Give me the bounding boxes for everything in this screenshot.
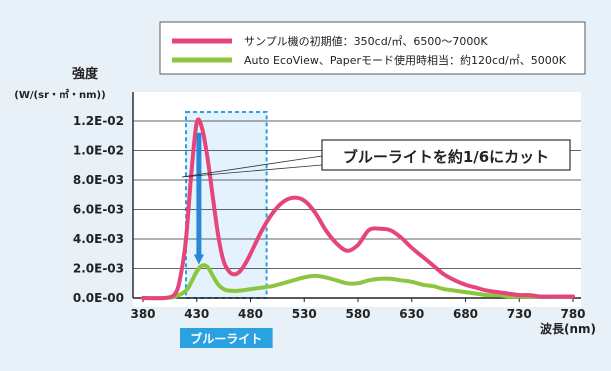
x-axis-title: 波長(nm) [540, 321, 596, 336]
legend-label-sample: サンプル機の初期値：350cd/㎡、6500〜7000K [244, 34, 488, 48]
y-axis-title: 強度 [72, 66, 99, 82]
series-ecoview-line [141, 263, 575, 301]
y-axis-unit: (W/(sr・㎡・nm)) [14, 88, 105, 101]
legend-box [159, 21, 586, 75]
legend-label-ecoview: Auto EcoView、Paperモード使用時相当：約120cd/㎡、5000… [244, 53, 567, 67]
callout-leader-line-2 [181, 164, 323, 178]
callout-box [321, 139, 571, 171]
x-tick-label: 730 [507, 307, 532, 321]
callout-text: ブルーライトを約1/6にカット [343, 148, 549, 166]
x-tick-label: 630 [399, 307, 424, 321]
x-tick-label: 580 [345, 307, 370, 321]
y-tick-label: 1.0E-02 [73, 144, 124, 158]
x-tick-label: 430 [184, 307, 209, 321]
x-tick-label: 680 [453, 307, 478, 321]
y-tick-label: 8.0E-03 [73, 173, 124, 187]
blue-light-label-bg [180, 328, 273, 348]
x-tick-label: 380 [130, 307, 155, 321]
series-sample-line [141, 117, 575, 301]
y-tick-label: 0.0E-00 [73, 291, 124, 305]
x-tick-label: 480 [238, 307, 263, 321]
y-tick-label: 6.0E-03 [73, 203, 124, 217]
callout-leader-line [181, 155, 323, 178]
x-tick-label: 780 [560, 307, 585, 321]
y-tick-label: 4.0E-03 [73, 232, 124, 246]
y-tick-label: 2.0E-03 [73, 262, 124, 276]
y-tick-label: 1.2E-02 [73, 114, 124, 128]
blue-light-label: ブルーライト [190, 331, 262, 346]
x-tick-label: 530 [292, 307, 317, 321]
